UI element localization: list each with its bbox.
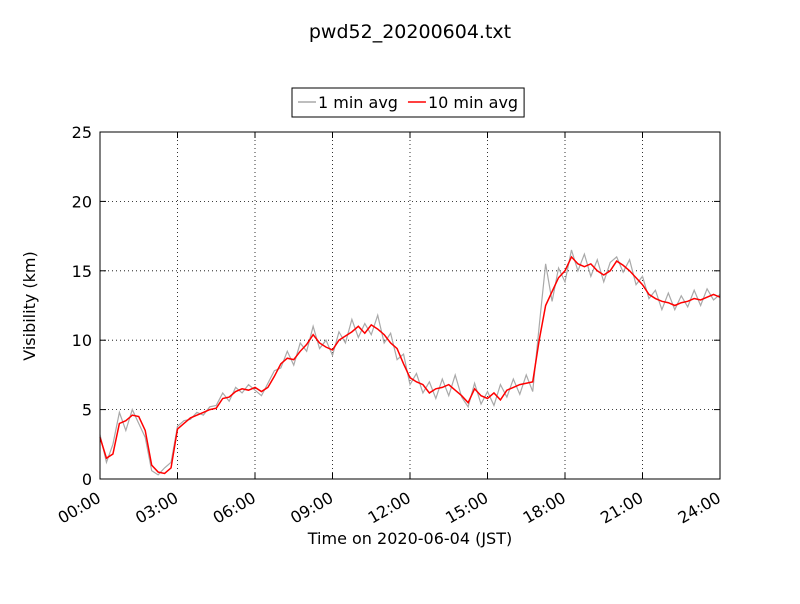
- y-tick-label: 25: [72, 123, 92, 142]
- legend-label: 10 min avg: [428, 93, 518, 112]
- chart-title: pwd52_20200604.txt: [309, 21, 511, 43]
- series-line: [99, 249, 721, 476]
- legend-label: 1 min avg: [318, 93, 398, 112]
- y-axis-label: Visibility (km): [20, 251, 39, 360]
- y-tick-label: 0: [82, 470, 92, 489]
- y-tick-label: 15: [72, 262, 92, 281]
- x-axis-label: Time on 2020-06-04 (JST): [307, 529, 512, 548]
- y-tick-label: 5: [82, 401, 92, 420]
- plot-frame: [99, 131, 721, 480]
- y-tick-label: 10: [72, 331, 92, 350]
- y-tick-label: 20: [72, 192, 92, 211]
- series-line: [99, 255, 721, 475]
